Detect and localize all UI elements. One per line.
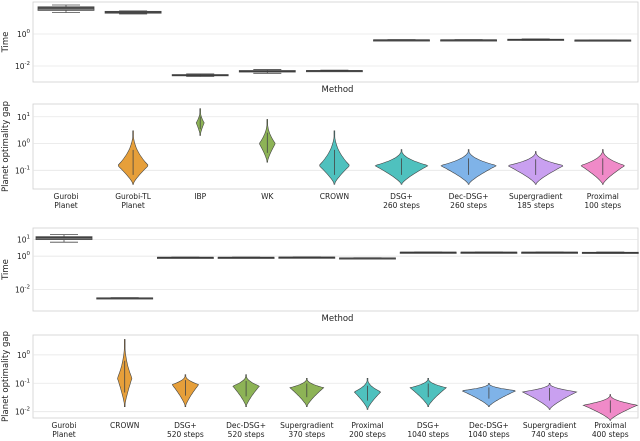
y-tick-label: 100: [17, 29, 31, 39]
x-tick-label: Dec-DSG+: [449, 192, 489, 201]
x-tick-label: 370 steps: [288, 430, 325, 439]
y-tick-label: 10-2: [15, 284, 30, 294]
violin-2: [171, 374, 199, 407]
violin-1: [117, 339, 133, 407]
violin-5: [353, 378, 382, 410]
x-tick-label: 100 steps: [584, 201, 621, 210]
x-tick-label: 520 steps: [228, 430, 265, 439]
violin-1: [117, 130, 149, 185]
x-tick-label: Gurobi: [54, 192, 79, 201]
box-4: [278, 256, 336, 259]
x-tick-label: Dec-DSG+: [226, 421, 266, 430]
box-0: [35, 234, 93, 243]
x-tick-label: WK: [261, 192, 274, 201]
axes-frame: [32, 334, 639, 419]
violin-4: [319, 130, 350, 185]
y-axis-label: Time: [1, 32, 11, 54]
box-1: [96, 297, 154, 300]
x-tick-label: Dec-DSG+: [469, 421, 509, 430]
y-tick-label: 10-2: [15, 61, 30, 71]
x-tick-label: Planet: [121, 201, 145, 210]
violin-4: [289, 378, 325, 407]
x-tick-label: Proximal: [587, 192, 619, 201]
y-axis-label: Planet optimality gap: [1, 331, 11, 422]
x-tick-label: IBP: [194, 192, 206, 201]
x-tick-label: DSG+: [390, 192, 413, 201]
violin-5: [374, 149, 429, 185]
chart-panel-bottom-time: 101 100 10-2 Time Method: [1, 227, 639, 324]
y-tick-label: 100: [17, 350, 31, 360]
x-tick-label: Gurobi: [52, 421, 77, 430]
y-tick-label: 10-1: [15, 165, 30, 175]
box-5: [373, 39, 430, 42]
x-axis-label: Method: [322, 85, 354, 95]
box-6: [440, 39, 498, 42]
x-tick-label: 185 steps: [517, 201, 554, 210]
y-axis-label: Planet optimality gap: [1, 101, 11, 192]
box-2: [156, 256, 214, 259]
x-tick-label: Planet: [52, 430, 76, 439]
x-tick-label: 1040 steps: [407, 430, 449, 439]
x-tick-label: Gurobi-TL: [115, 192, 152, 201]
x-tick-label: 260 steps: [450, 201, 487, 210]
violin-7: [461, 383, 516, 407]
x-tick-label: 200 steps: [349, 430, 386, 439]
violin-8: [580, 149, 625, 185]
violin-3: [232, 374, 260, 407]
box-4: [305, 69, 363, 73]
y-tick-label: 100: [17, 139, 31, 149]
box-6: [399, 251, 457, 254]
violin-9: [582, 394, 639, 421]
x-tick-label: DSG+: [417, 421, 440, 430]
x-tick-label: Supergradient: [509, 192, 562, 201]
violin-3: [259, 119, 276, 163]
x-tick-label: 260 steps: [383, 201, 420, 210]
box-5: [339, 257, 396, 260]
box-8: [574, 39, 632, 42]
x-tick-label: Planet: [54, 201, 78, 210]
box-7: [460, 251, 518, 254]
violin-6: [409, 378, 447, 407]
x-tick-label: 740 steps: [531, 430, 568, 439]
x-axis-label: Method: [322, 314, 354, 324]
box-2: [171, 73, 229, 77]
violin-7: [508, 151, 564, 185]
x-tick-label: 520 steps: [167, 430, 204, 439]
y-tick-label: 10-1: [15, 378, 30, 388]
x-tick-label: Proximal: [351, 421, 383, 430]
x-tick-label: Supergradient: [523, 421, 576, 430]
box-0: [37, 4, 95, 13]
y-tick-label: 101: [17, 112, 30, 122]
x-tick-label: 400 steps: [592, 430, 629, 439]
y-tick-label: 10-2: [15, 407, 30, 417]
x-tick-label: CROWN: [320, 192, 349, 201]
y-tick-label: 101: [17, 235, 30, 245]
box-8: [521, 251, 578, 254]
y-axis-label: Time: [1, 259, 11, 281]
chart-panel-top-time: 100 10-2 Time Method: [1, 1, 639, 95]
box-7: [507, 38, 565, 41]
y-tick-label: 100: [17, 251, 31, 261]
violin-8: [521, 383, 578, 410]
x-tick-label: CROWN: [110, 421, 139, 430]
axes-frame: [32, 1, 639, 83]
box-3: [238, 69, 296, 74]
x-tick-label: DSG+: [174, 421, 197, 430]
violin-2: [195, 108, 205, 136]
x-tick-label: 1040 steps: [468, 430, 510, 439]
box-1: [104, 10, 162, 15]
chart-panel-bottom-gap: 100 10-1 10-2 Planet optimality gap GurobiPl…: [1, 331, 639, 439]
violin-6: [440, 149, 497, 185]
x-tick-label: Proximal: [594, 421, 626, 430]
box-9: [581, 251, 639, 254]
x-tick-label: Supergradient: [280, 421, 333, 430]
axes-frame: [32, 227, 639, 312]
box-3: [217, 256, 275, 259]
